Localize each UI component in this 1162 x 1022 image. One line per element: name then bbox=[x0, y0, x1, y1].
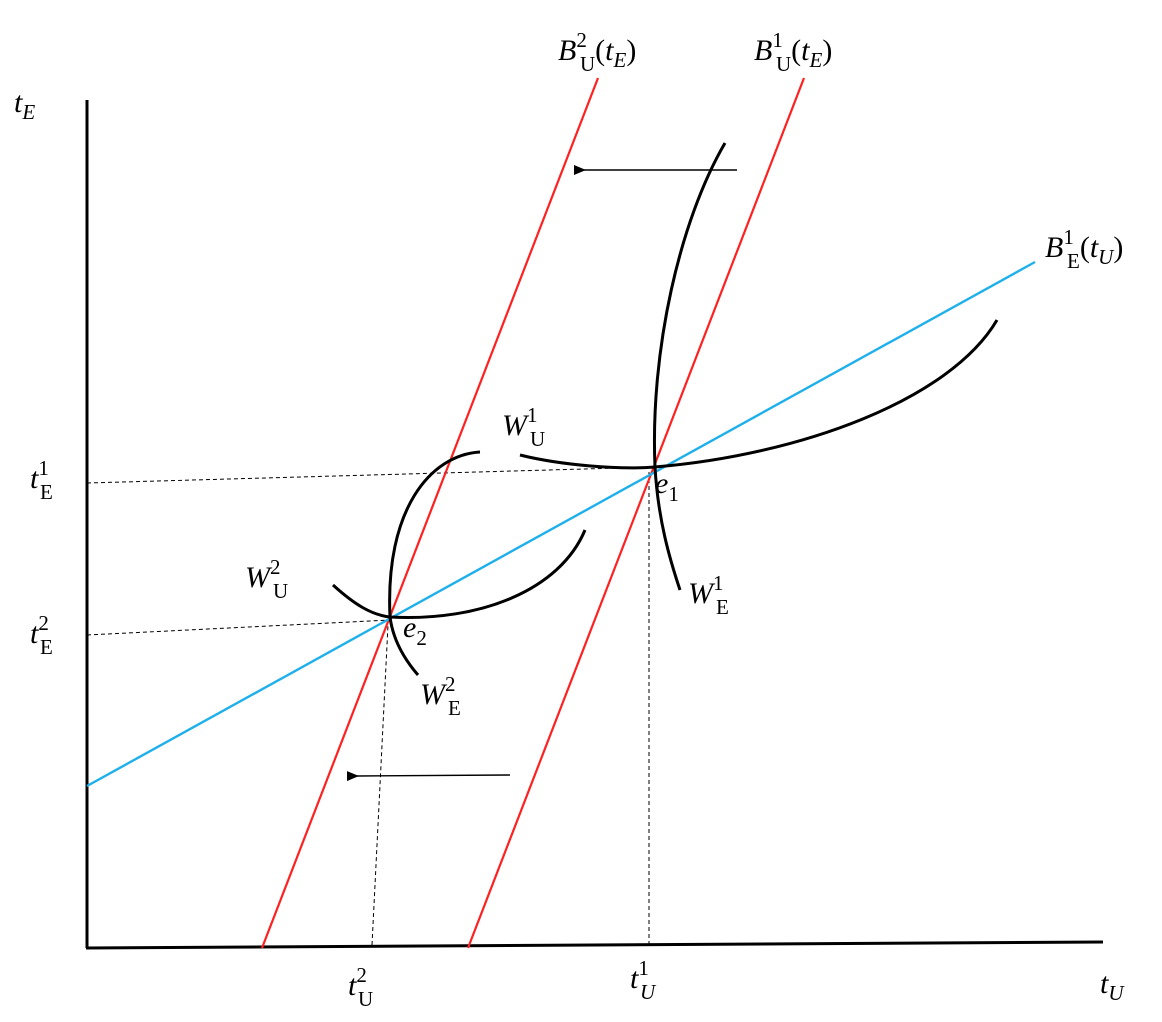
label-t-e2: t2 E bbox=[30, 611, 53, 659]
label-part: 2 bbox=[356, 963, 367, 987]
label-part: E bbox=[716, 595, 729, 619]
label-w-e2: W2 E bbox=[420, 672, 461, 720]
reaction-line-e1 bbox=[86, 260, 1036, 788]
label-e2: e2 bbox=[403, 611, 427, 650]
guide-line bbox=[371, 624, 389, 946]
label-part: W bbox=[688, 577, 716, 610]
label-part: E bbox=[809, 48, 823, 72]
label-part: E bbox=[613, 48, 627, 72]
label-part: B bbox=[754, 34, 772, 67]
welfare-curve-u1 bbox=[519, 319, 999, 470]
label-e1: e1 bbox=[655, 467, 679, 506]
label-t-u2: t2 U bbox=[348, 963, 373, 1011]
label-part: 2 bbox=[38, 611, 49, 635]
label-part: U bbox=[1108, 981, 1125, 1005]
label-part: ) bbox=[626, 34, 636, 67]
label-part: E bbox=[21, 100, 35, 124]
label-part: E bbox=[448, 696, 461, 720]
label-part: t bbox=[801, 34, 810, 67]
label-part: 1 bbox=[668, 482, 679, 506]
label-part: 1 bbox=[1063, 225, 1074, 249]
welfare-curve-e2 bbox=[388, 450, 481, 676]
shift-arrow bbox=[346, 771, 511, 782]
label-part: E bbox=[1067, 249, 1080, 273]
label-part: B bbox=[1045, 231, 1063, 264]
label-part: ) bbox=[1113, 231, 1123, 264]
label-part: t bbox=[30, 462, 39, 495]
label-b-u1: B1 U(tE) bbox=[754, 28, 832, 76]
guide-line bbox=[86, 466, 656, 484]
label-part: t bbox=[1090, 231, 1099, 264]
label-part: E bbox=[40, 635, 53, 659]
label-part: t bbox=[605, 34, 614, 67]
label-part: 1 bbox=[527, 403, 538, 427]
label-part: e bbox=[655, 467, 668, 500]
label-part: ( bbox=[595, 34, 605, 67]
label-part: t bbox=[1100, 967, 1109, 1000]
label-part: 2 bbox=[416, 626, 427, 650]
reaction-line-u1 bbox=[466, 77, 806, 949]
label-part: W bbox=[420, 678, 448, 711]
label-part: 2 bbox=[576, 28, 587, 52]
label-part: W bbox=[245, 561, 273, 594]
label-part: B bbox=[558, 34, 576, 67]
label-w-u1: W1 U bbox=[502, 403, 545, 451]
label-t-e1: t1 E bbox=[30, 456, 53, 504]
label-part: t bbox=[30, 617, 39, 650]
x-axis-label: tU bbox=[1100, 967, 1125, 1005]
label-part: ) bbox=[822, 34, 832, 67]
label-part: e bbox=[403, 611, 416, 644]
label-part: 2 bbox=[270, 555, 281, 579]
label-part: U bbox=[640, 980, 657, 1004]
label-part: U bbox=[358, 987, 373, 1011]
label-b-u2: B2 U(tE) bbox=[558, 28, 636, 76]
label-w-u2: W2 U bbox=[245, 555, 288, 603]
label-part: 1 bbox=[638, 956, 649, 980]
label-part: 2 bbox=[445, 672, 456, 696]
label-b-e1: B1 E(tU) bbox=[1045, 225, 1123, 273]
reaction-line-u2 bbox=[260, 77, 600, 949]
label-part: t bbox=[348, 969, 357, 1002]
label-part: U bbox=[273, 579, 288, 603]
label-part: U bbox=[1098, 245, 1115, 269]
welfare-curve-e1 bbox=[652, 142, 727, 591]
label-part: 1 bbox=[772, 28, 783, 52]
label-part: E bbox=[40, 480, 53, 504]
label-part: 1 bbox=[38, 456, 49, 480]
y-axis-label: tE bbox=[14, 86, 35, 124]
label-part: U bbox=[580, 52, 595, 76]
label-part: ( bbox=[791, 34, 801, 67]
welfare-curve-u2 bbox=[331, 529, 587, 620]
label-part: ( bbox=[1080, 231, 1090, 264]
label-t-u1: t1 U bbox=[630, 956, 657, 1004]
label-part: 1 bbox=[713, 571, 724, 595]
label-part: U bbox=[776, 52, 791, 76]
label-part: t bbox=[630, 962, 639, 995]
guide-line bbox=[86, 619, 391, 636]
x-axis bbox=[85, 940, 1104, 950]
label-part: t bbox=[14, 86, 23, 119]
label-part: W bbox=[502, 409, 530, 442]
label-w-e1: W1 E bbox=[688, 571, 729, 619]
label-part: U bbox=[530, 427, 545, 451]
